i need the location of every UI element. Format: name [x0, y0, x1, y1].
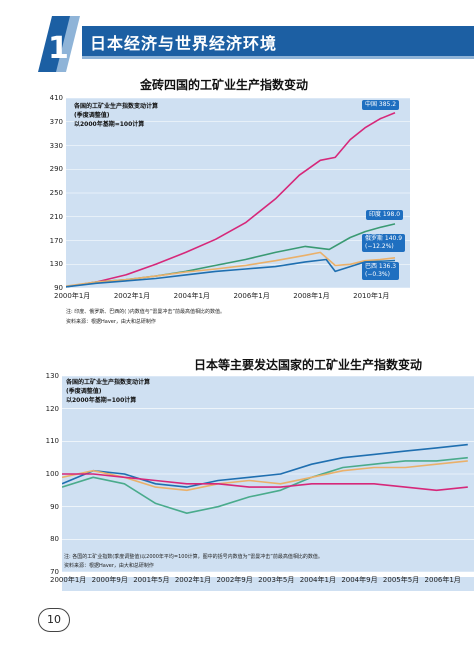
chart2-legend-note-line: (季度调整值)	[66, 388, 102, 395]
chart2-x-tick-label: 2004年1月	[299, 576, 336, 584]
chart1-label-china: 中国 385.2	[362, 100, 400, 110]
chart2-plot-area: 各国的工矿业生产指数变动计算 (季度调整值) 以2000年基期=100计算 注:…	[61, 375, 474, 573]
chart1-source: 资料来源：根据Haver，由大和总研制作	[66, 319, 156, 325]
chapter-title-bar	[82, 26, 474, 56]
chart1-y-tick-label: 170	[49, 236, 63, 245]
chart1-note: 注: 印度、俄罗斯、巴西的( )内数值与“雷曼冲击”前最高值相比的数值。	[66, 309, 225, 315]
chart2-legend-note-line: 以2000年基期=100计算	[66, 397, 137, 404]
chart1-legend-note-line: (季度调整值)	[74, 112, 110, 119]
chart1-label-brazil: 巴西 136.3 (−0.3%)	[362, 262, 400, 280]
chart2-y-tick-label: 100	[45, 470, 59, 478]
chart2-x-tick-label: 2002年1月	[174, 576, 212, 584]
chart2-y-tick-label: 80	[50, 535, 59, 544]
chapter-title: 日本经济与世界经济环境	[90, 34, 278, 53]
chart2-y-tick-label: 90	[50, 502, 59, 511]
chart2-series-line-1	[61, 456, 468, 514]
chart2-x-tick-label: 2003年5月	[258, 576, 295, 584]
chart1-y-tick-label: 250	[49, 189, 63, 197]
chart1-x-tick-label: 2010年1月	[353, 292, 390, 300]
chart2-note: 注: 各国的工矿业指数(季度调整值)以2000年平均=100计算，图中的括号内数…	[64, 554, 323, 560]
chart1-x-tick-label: 2002年1月	[113, 292, 151, 300]
chart1-x-tick-label: 2008年1月	[293, 292, 330, 300]
chart2-y-tick-label: 130	[45, 372, 59, 380]
chart2-x-tick-label: 2002年9月	[216, 576, 253, 584]
chart1-x-tick-label: 2000年1月	[54, 292, 91, 300]
chapter-number-mark: 1	[32, 14, 84, 74]
chart1-series-line-2	[65, 251, 396, 287]
chart1-label-russia-line: 俄罗斯 140.9	[365, 235, 403, 242]
chart1-y-tick-label: 370	[49, 117, 63, 126]
chart1-legend-note-line: 以2000年基期=100计算	[74, 121, 145, 128]
chart1-label-russia-line: (−12.2%)	[365, 243, 394, 250]
chart1-legend-note-line: 各国的工矿业生产指数变动计算	[74, 103, 159, 110]
chart2-series-line-3	[62, 473, 468, 492]
chart1-x-tick-label: 2006年1月	[233, 292, 270, 300]
chart2-legend-note-line: 各国的工矿业生产指数变动计算	[66, 379, 151, 386]
chart1-series-line-3	[65, 258, 396, 288]
chart2-x-tick-label: 2004年9月	[341, 576, 378, 584]
chart1-legend-note: 各国的工矿业生产指数变动计算 (季度调整值) 以2000年基期=100计算	[74, 102, 158, 129]
chart2-series-line-0	[61, 443, 468, 488]
chart2-source: 资料来源：根据Haver，由大和总研制作	[64, 563, 154, 569]
chart1-label-brazil-line: (−0.3%)	[365, 271, 390, 278]
chart1-y-tick-label: 90	[54, 284, 63, 292]
chapter-title-underline	[82, 56, 474, 59]
chart1-title: 金砖四国的工矿业生产指数变动	[140, 78, 309, 92]
svg-text:1: 1	[48, 31, 69, 66]
chart2-x-axis-band	[62, 577, 474, 591]
chart2-title: 日本等主要发达国家的工矿业生产指数变动	[194, 358, 423, 372]
chart1-y-tick-label: 130	[49, 260, 63, 269]
chart2-y-tick-label: 120	[45, 404, 59, 413]
chart1-label-india: 印度 198.0	[366, 210, 404, 220]
chart1-svg	[65, 97, 410, 289]
chart2-x-tick-label: 2005年5月	[382, 576, 420, 584]
chart1-series-line-0	[65, 111, 396, 288]
chart2-series-line-2	[61, 460, 468, 492]
chart2-y-tick-label: 70	[50, 568, 59, 576]
chapter-header: 1 日本经济与世界经济环境	[0, 0, 474, 80]
chart2-svg	[61, 375, 474, 573]
chart1-y-tick-label: 330	[49, 141, 63, 150]
chart2-legend-note: 各国的工矿业生产指数变动计算 (季度调整值) 以2000年基期=100计算	[66, 378, 150, 405]
page-number: 10	[38, 608, 70, 632]
chart1-plot-area: 各国的工矿业生产指数变动计算 (季度调整值) 以2000年基期=100计算 中国…	[65, 97, 410, 289]
chart2-x-tick-label: 2000年9月	[91, 576, 128, 584]
chart1-y-tick-label: 410	[49, 94, 63, 102]
chart2-x-tick-label: 2006年1月	[424, 576, 461, 584]
chart2-x-tick-label: 2001年5月	[133, 576, 170, 584]
chart1-label-russia: 俄罗斯 140.9 (−12.2%)	[362, 234, 406, 252]
chart1-label-brazil-line: 巴西 136.3	[365, 263, 397, 270]
chart1-y-tick-label: 290	[49, 165, 63, 174]
chart2-x-tick-label: 2000年1月	[50, 576, 87, 584]
chart1-x-tick-label: 2004年1月	[173, 292, 210, 300]
chart1-y-tick-label: 210	[49, 212, 63, 221]
chart2-y-tick-label: 110	[45, 437, 59, 446]
